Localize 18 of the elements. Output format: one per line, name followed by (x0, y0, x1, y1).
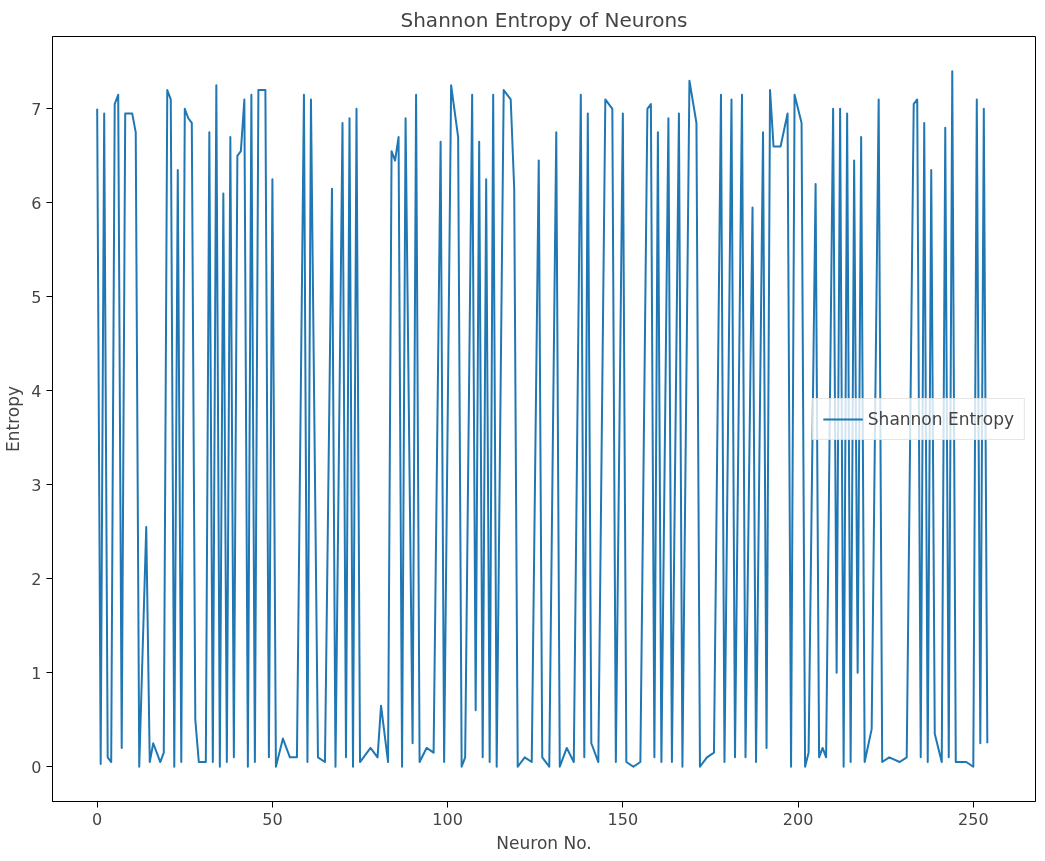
x-tick-label: 0 (92, 809, 103, 829)
x-tick-label: 150 (607, 809, 639, 829)
x-tick-label: 200 (782, 809, 814, 829)
x-axis-title: Neuron No. (496, 832, 592, 853)
chart-title: Shannon Entropy of Neurons (400, 7, 688, 32)
y-tick-label: 7 (31, 99, 42, 119)
y-tick-label: 6 (31, 193, 42, 213)
x-tick-label: 50 (262, 809, 283, 829)
y-tick-label: 5 (31, 287, 42, 307)
y-axis-title: Entropy (3, 385, 24, 453)
y-tick-label: 1 (31, 663, 42, 683)
x-tick-label: 100 (432, 809, 463, 829)
y-tick-label: 0 (31, 757, 42, 777)
y-tick-label: 4 (31, 381, 42, 401)
x-tick-label: 250 (958, 809, 989, 829)
y-tick-label: 3 (31, 475, 42, 495)
legend-label: Shannon Entropy (867, 408, 1014, 429)
y-tick-label: 2 (31, 569, 42, 589)
